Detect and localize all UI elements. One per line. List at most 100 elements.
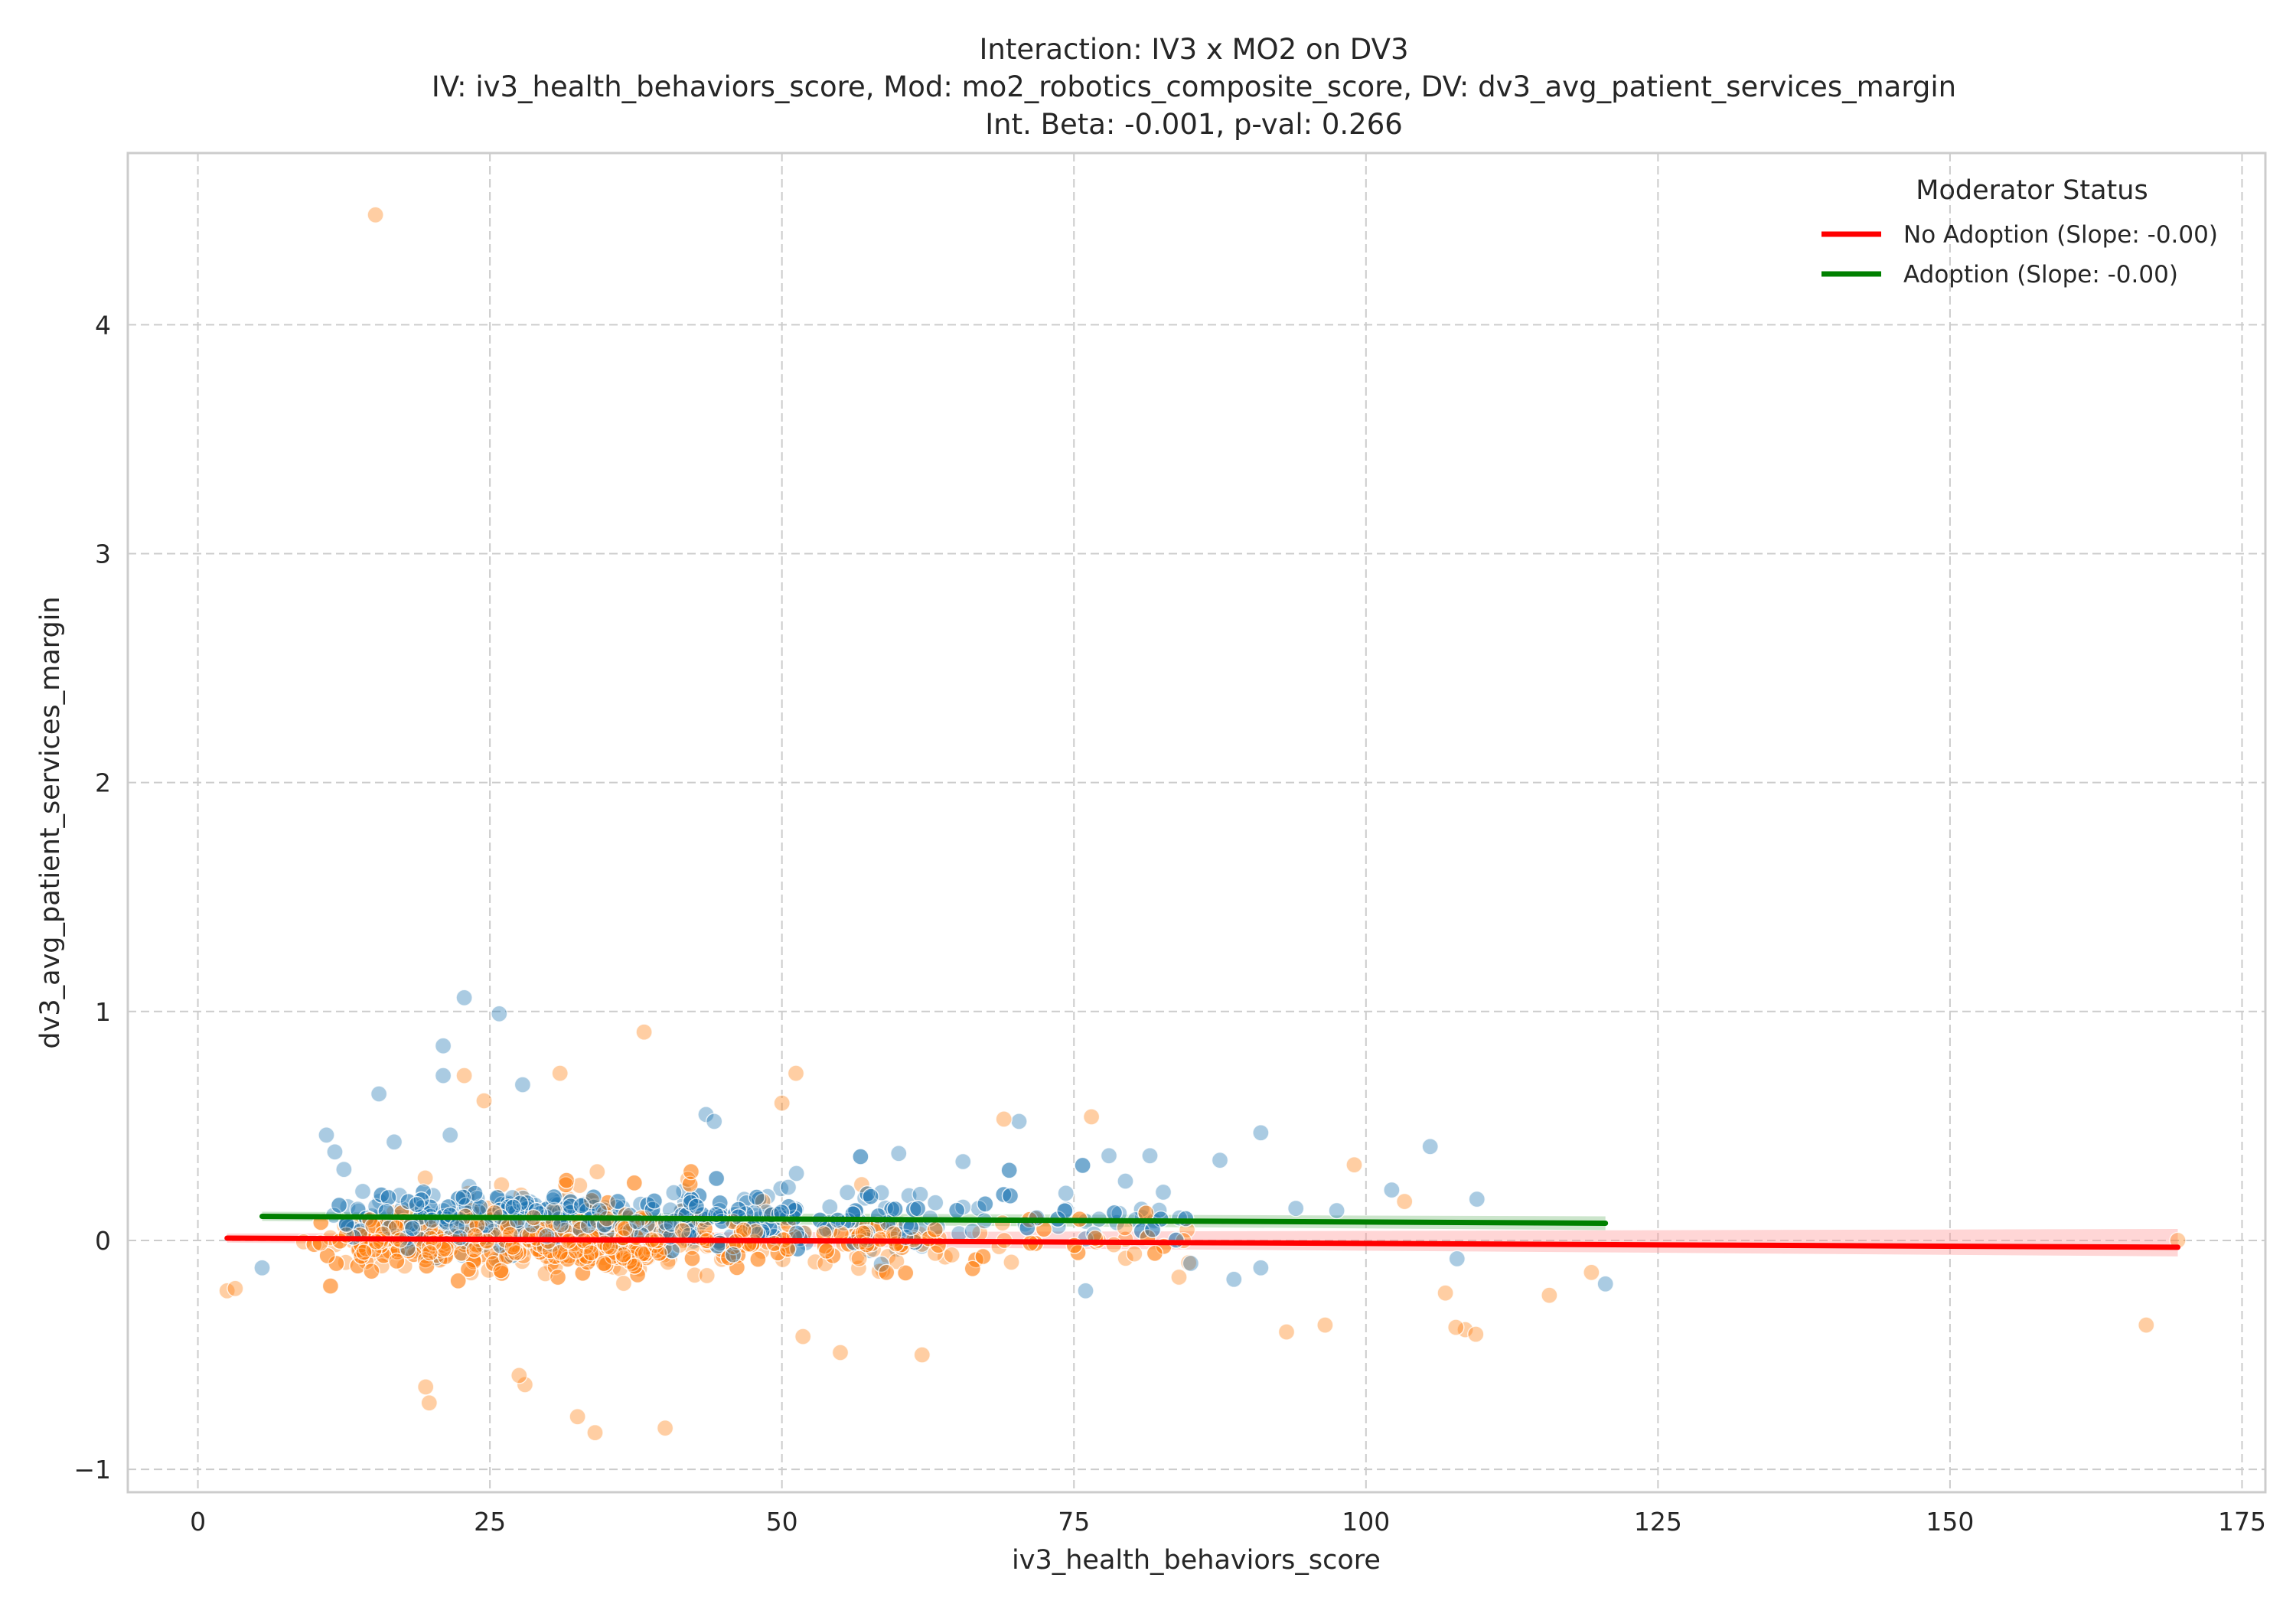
scatter-point: [853, 1175, 871, 1194]
scatter-point: [1082, 1108, 1101, 1126]
scatter-point: [615, 1246, 632, 1263]
scatter-point: [1010, 1113, 1028, 1130]
scatter-point: [778, 1240, 797, 1258]
scatter-point: [549, 1268, 567, 1286]
scatter-point: [1146, 1244, 1164, 1263]
scatter-point: [852, 1148, 869, 1165]
scatter-point: [1001, 1187, 1019, 1204]
scatter-point: [574, 1264, 592, 1283]
y-tick-label: 2: [95, 768, 111, 798]
scatter-point: [571, 1176, 589, 1195]
scatter-point: [870, 1263, 889, 1280]
scatter-point: [1468, 1190, 1486, 1208]
title-line-1: Interaction: IV3 x MO2 on DV3: [979, 33, 1408, 66]
scatter-point: [1182, 1254, 1200, 1273]
scatter-point: [354, 1182, 372, 1201]
scatter-point: [625, 1174, 643, 1192]
scatter-point: [449, 1272, 467, 1290]
scatter-point: [403, 1219, 422, 1237]
chart-title: Interaction: IV3 x MO2 on DV3 IV: iv3_he…: [432, 33, 1956, 141]
scatter-point: [491, 1005, 508, 1023]
scatter-point: [1345, 1156, 1363, 1174]
scatter-point: [609, 1192, 627, 1211]
scatter-point: [977, 1195, 994, 1213]
scatter-point: [773, 1094, 791, 1112]
scatter-point: [682, 1162, 700, 1181]
scatter-point: [1541, 1286, 1558, 1304]
scatter-point: [995, 1110, 1013, 1128]
scatter-point: [665, 1184, 683, 1201]
scatter-point: [993, 1214, 1012, 1232]
scatter-point: [838, 1184, 856, 1201]
title-line-3: Int. Beta: -0.001, p-val: 0.266: [985, 108, 1403, 141]
scatter-point: [656, 1419, 674, 1437]
scatter-point: [1328, 1201, 1345, 1220]
scatter-point: [413, 1191, 430, 1209]
scatter-point: [1277, 1323, 1296, 1341]
x-tick-label: 50: [766, 1507, 798, 1537]
scatter-point: [569, 1408, 586, 1426]
scatter-point: [418, 1257, 435, 1275]
scatter-point: [621, 1252, 638, 1270]
legend-title: Moderator Status: [1916, 175, 2148, 206]
scatter-point: [434, 1037, 452, 1054]
scatter-point: [1437, 1284, 1454, 1302]
title-line-2: IV: iv3_health_behaviors_score, Mod: mo2…: [432, 70, 1956, 103]
scatter-point: [1316, 1316, 1334, 1334]
scatter-point: [227, 1279, 244, 1298]
scatter-point: [1421, 1138, 1439, 1156]
scatter-point: [551, 1064, 569, 1082]
scatter-point: [862, 1188, 879, 1205]
x-tick-label: 100: [1342, 1507, 1390, 1537]
scatter-point: [582, 1244, 600, 1262]
scatter-point: [326, 1143, 344, 1161]
scatter-point: [420, 1394, 438, 1412]
scatter-point: [510, 1367, 528, 1384]
plot-frame: [126, 152, 2267, 1494]
y-tick-label: 4: [95, 310, 111, 340]
scatter-point: [1126, 1245, 1143, 1263]
y-tick-label: −1: [73, 1455, 111, 1485]
legend-label-adoption: Adoption (Slope: -0.00): [1903, 261, 2178, 288]
scatter-point: [460, 1178, 478, 1195]
scatter-point: [363, 1262, 380, 1280]
scatter-point: [417, 1378, 435, 1396]
scatter-point: [686, 1266, 703, 1284]
scatter-point: [442, 1126, 459, 1144]
scatter-point: [886, 1200, 904, 1218]
scatter-point: [964, 1222, 981, 1240]
scatter-point: [681, 1175, 699, 1193]
scatter-point: [1583, 1263, 1600, 1282]
scatter-point: [1395, 1192, 1414, 1211]
scatter-point: [817, 1242, 836, 1260]
scatter-point: [749, 1250, 767, 1268]
scatter-point: [995, 1185, 1013, 1204]
scatter-point: [355, 1244, 373, 1261]
scatter-point: [645, 1192, 664, 1210]
scatter-point: [367, 206, 384, 223]
scatter-point: [706, 1113, 723, 1130]
scatter-point: [1117, 1172, 1134, 1190]
scatter-point: [335, 1160, 353, 1178]
y-axis-label: dv3_avg_patient_services_margin: [35, 596, 66, 1048]
scatter-point: [459, 1260, 478, 1279]
scatter-point: [1141, 1147, 1159, 1165]
scatter-point: [545, 1188, 563, 1206]
scatter-point: [719, 1249, 738, 1266]
scatter-point: [558, 1172, 576, 1189]
scatter-point: [589, 1162, 606, 1181]
scatter-point: [1057, 1185, 1075, 1202]
scatter-point: [586, 1423, 604, 1442]
scatter-point: [1225, 1270, 1243, 1289]
scatter-point: [943, 1246, 960, 1264]
scatter-point: [1077, 1282, 1094, 1300]
y-tick-label: 3: [95, 539, 111, 569]
legend: Moderator Status No Adoption (Slope: -0.…: [1821, 175, 2218, 288]
scatter-point: [964, 1260, 982, 1278]
x-tick-label: 75: [1058, 1507, 1090, 1537]
scatter-point: [687, 1198, 706, 1215]
scatter-point: [1596, 1275, 1614, 1293]
scatter-point: [475, 1092, 493, 1110]
scatter-point: [1211, 1151, 1229, 1169]
